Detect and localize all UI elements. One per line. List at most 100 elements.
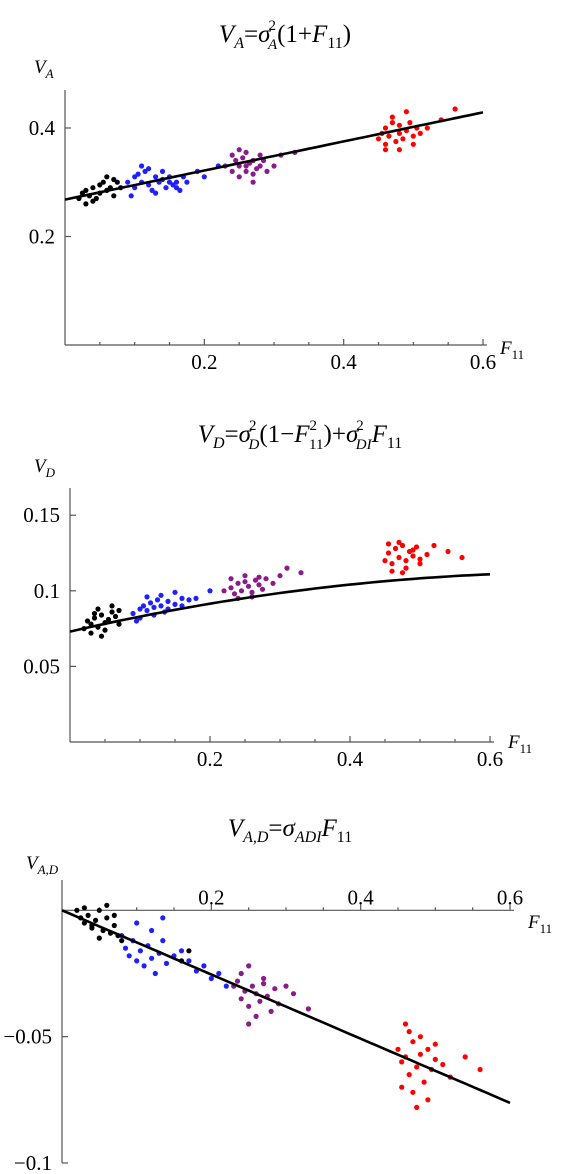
data-point bbox=[93, 917, 99, 924]
data-point bbox=[104, 915, 110, 921]
data-point bbox=[298, 570, 304, 576]
data-point bbox=[186, 958, 192, 964]
data-point bbox=[236, 174, 242, 180]
chart-title-vad: VA,D=σADIF11 bbox=[228, 815, 352, 846]
data-point bbox=[410, 133, 416, 139]
data-point bbox=[126, 953, 132, 959]
data-point bbox=[144, 594, 150, 600]
data-point bbox=[445, 548, 451, 555]
data-point bbox=[425, 1097, 431, 1103]
y-tick-label: −0.1 bbox=[14, 1151, 52, 1174]
data-point bbox=[186, 948, 192, 954]
data-point bbox=[400, 136, 406, 142]
data-point bbox=[246, 1021, 252, 1027]
data-point bbox=[417, 1034, 423, 1040]
data-point bbox=[81, 905, 87, 911]
x-tick-label: 0.2 bbox=[191, 350, 217, 374]
data-point bbox=[112, 613, 119, 620]
x-tick-label: 0.4 bbox=[337, 747, 364, 771]
data-point bbox=[417, 556, 423, 562]
data-point bbox=[257, 152, 263, 158]
data-point bbox=[389, 568, 395, 574]
panel-vd: VD=σ2 D(1−F2 11)+σ2 DIF11 VD F11 0.2 0.4 0.60… bbox=[23, 418, 532, 771]
x-tick-label: 0.6 bbox=[497, 885, 523, 909]
data-point bbox=[172, 589, 178, 595]
data-point bbox=[97, 182, 103, 188]
data-point bbox=[105, 616, 112, 623]
data-point bbox=[104, 902, 110, 908]
data-point bbox=[111, 193, 117, 199]
data-point bbox=[116, 621, 122, 627]
data-point bbox=[216, 970, 222, 977]
x-tick-label: 0.2 bbox=[198, 885, 224, 909]
data-point bbox=[254, 166, 260, 172]
data-point bbox=[146, 166, 152, 172]
data-point bbox=[462, 1054, 468, 1060]
plot-area-vd: 0.2 0.4 0.6 0.05 0.1 0.15 bbox=[23, 488, 503, 771]
data-point bbox=[178, 948, 185, 954]
data-point bbox=[137, 606, 143, 612]
data-point bbox=[396, 130, 402, 136]
data-point bbox=[290, 991, 297, 997]
data-point bbox=[111, 176, 117, 183]
data-point bbox=[90, 198, 96, 204]
data-point bbox=[272, 986, 278, 992]
data-point bbox=[432, 1041, 438, 1047]
data-point bbox=[246, 963, 252, 969]
data-point bbox=[88, 630, 94, 636]
data-point bbox=[277, 573, 283, 579]
data-point bbox=[425, 1046, 431, 1052]
data-point bbox=[395, 1046, 401, 1052]
data-point bbox=[125, 179, 131, 185]
data-point bbox=[283, 983, 289, 989]
x-tick-label: 0.6 bbox=[477, 747, 503, 771]
data-point bbox=[201, 174, 207, 180]
data-point bbox=[385, 541, 392, 547]
x-tick-label: 0.4 bbox=[348, 885, 375, 909]
data-point bbox=[264, 168, 270, 174]
data-point bbox=[91, 610, 98, 617]
data-point bbox=[396, 122, 402, 128]
data-point bbox=[250, 179, 256, 185]
data-point bbox=[414, 1104, 420, 1110]
data-point bbox=[165, 598, 171, 605]
data-point bbox=[111, 922, 117, 929]
data-point bbox=[389, 561, 395, 567]
data-point bbox=[179, 595, 185, 602]
data-point bbox=[142, 168, 148, 174]
y-tick-label: 0.15 bbox=[23, 503, 60, 527]
data-point bbox=[406, 1029, 412, 1035]
chart-title-vd: VD=σ2 D(1−F2 11)+σ2 DIF11 bbox=[198, 418, 403, 453]
data-point bbox=[228, 576, 234, 582]
data-point bbox=[403, 558, 409, 564]
chart-title-va: VA=σ2 A(1+F11) bbox=[219, 18, 351, 53]
panel-va: VA=σ2 A(1+F11) VA F11 0.2 0.4 0.6 0.2 0.4 bbox=[29, 18, 524, 374]
data-point bbox=[257, 998, 263, 1004]
data-point bbox=[249, 983, 255, 989]
plot-area-va: 0.2 0.4 0.6 0.2 0.4 bbox=[29, 90, 496, 374]
y-tick-label: 0.4 bbox=[29, 116, 56, 140]
data-point bbox=[116, 607, 122, 614]
data-point bbox=[403, 565, 409, 571]
data-point bbox=[166, 179, 173, 185]
data-point bbox=[396, 539, 402, 546]
data-point bbox=[396, 554, 402, 561]
data-point bbox=[149, 927, 155, 934]
data-point bbox=[410, 547, 416, 553]
data-point bbox=[242, 579, 248, 585]
data-point bbox=[134, 958, 140, 964]
data-point bbox=[392, 545, 399, 552]
y-tick-label: 0.1 bbox=[34, 579, 60, 603]
data-point bbox=[147, 600, 154, 606]
data-point bbox=[421, 1079, 427, 1085]
data-point bbox=[201, 963, 207, 969]
data-point bbox=[238, 588, 245, 594]
data-point bbox=[399, 570, 406, 576]
data-point bbox=[160, 915, 166, 921]
data-point bbox=[151, 604, 157, 611]
data-point bbox=[184, 179, 190, 185]
data-point bbox=[452, 106, 458, 112]
data-point bbox=[410, 1089, 416, 1095]
data-point bbox=[130, 610, 136, 617]
data-point bbox=[96, 935, 102, 941]
